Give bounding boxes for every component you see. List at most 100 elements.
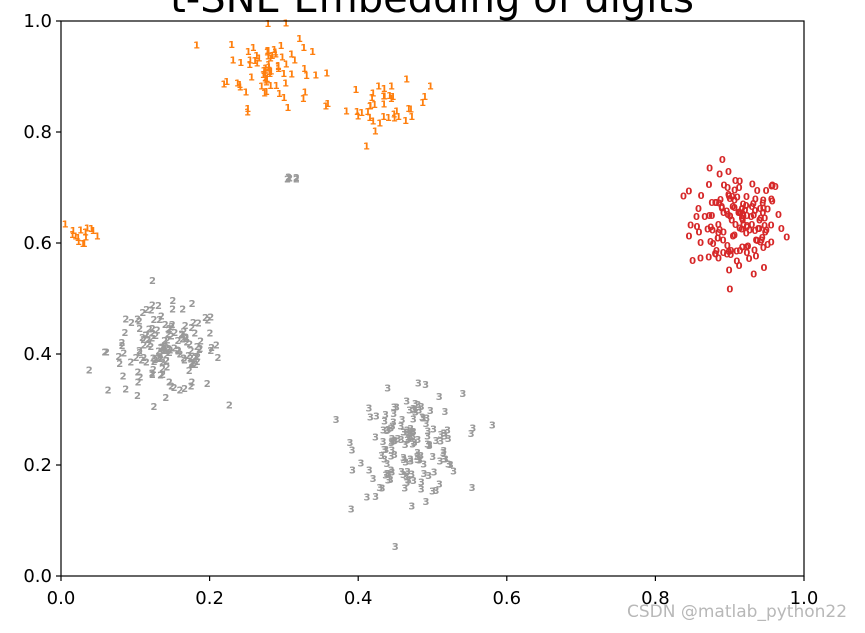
- digit-point-2: 2: [159, 357, 166, 368]
- digit-point-0: 0: [687, 220, 694, 231]
- digit-point-1: 1: [354, 107, 361, 118]
- digit-point-2: 2: [137, 372, 144, 383]
- digit-point-2: 2: [159, 364, 166, 375]
- digit-point-2: 2: [136, 316, 143, 327]
- digit-point-2: 2: [116, 359, 123, 370]
- digit-point-1: 1: [278, 41, 285, 52]
- digit-point-1: 1: [280, 93, 287, 104]
- digit-point-0: 0: [760, 196, 767, 207]
- digit-point-3: 3: [420, 413, 427, 424]
- digit-point-0: 0: [753, 252, 760, 263]
- digit-point-3: 3: [412, 399, 419, 410]
- digit-point-1: 1: [385, 113, 392, 124]
- digit-point-1: 1: [273, 81, 280, 92]
- digit-point-0: 0: [705, 252, 712, 263]
- digit-point-0: 0: [729, 231, 736, 242]
- digit-point-3: 3: [410, 427, 417, 438]
- digit-point-3: 3: [381, 445, 388, 456]
- digit-point-1: 1: [390, 110, 397, 121]
- digit-point-3: 3: [414, 455, 421, 466]
- digit-point-3: 3: [414, 435, 421, 446]
- digit-point-3: 3: [468, 429, 475, 440]
- digit-point-3: 3: [418, 478, 425, 489]
- digit-point-1: 1: [264, 47, 271, 58]
- digit-point-1: 1: [275, 62, 282, 73]
- digit-point-1: 1: [77, 226, 84, 237]
- digit-point-3: 3: [400, 428, 407, 439]
- digit-point-0: 0: [764, 205, 771, 216]
- digit-point-3: 3: [400, 470, 407, 481]
- digit-point-2: 2: [152, 331, 159, 342]
- digit-point-3: 3: [414, 400, 421, 411]
- y-tick-label: 1.0: [23, 11, 52, 32]
- digit-point-3: 3: [349, 446, 356, 457]
- digit-point-0: 0: [743, 201, 750, 212]
- digit-point-0: 0: [736, 224, 743, 235]
- digit-point-2: 2: [162, 393, 169, 404]
- digit-point-2: 2: [151, 357, 158, 368]
- digit-point-3: 3: [436, 480, 443, 491]
- digit-point-2: 2: [284, 174, 291, 185]
- digit-point-2: 2: [119, 341, 126, 352]
- digit-point-1: 1: [272, 49, 279, 60]
- digit-point-1: 1: [94, 231, 101, 242]
- digit-point-3: 3: [469, 423, 476, 434]
- digit-point-2: 2: [169, 304, 176, 315]
- digit-point-2: 2: [188, 382, 195, 393]
- digit-point-2: 2: [142, 331, 149, 342]
- digit-point-1: 1: [375, 82, 382, 93]
- digit-point-1: 1: [381, 92, 388, 103]
- digit-point-3: 3: [367, 413, 374, 424]
- digit-point-2: 2: [185, 351, 192, 362]
- digit-point-2: 2: [146, 324, 153, 335]
- digit-point-2: 2: [140, 353, 147, 364]
- digit-point-0: 0: [710, 239, 717, 250]
- digit-point-2: 2: [169, 296, 176, 307]
- digit-point-3: 3: [390, 418, 397, 429]
- digit-point-1: 1: [220, 79, 227, 90]
- digit-point-0: 0: [763, 186, 770, 197]
- digit-point-1: 1: [275, 64, 282, 75]
- digit-point-0: 0: [741, 206, 748, 217]
- digit-point-0: 0: [724, 210, 731, 221]
- y-tick-label: 0.0: [23, 566, 52, 587]
- digit-point-0: 0: [739, 216, 746, 227]
- digit-point-2: 2: [195, 319, 202, 330]
- digit-point-1: 1: [369, 116, 376, 127]
- digit-point-0: 0: [698, 191, 705, 202]
- digit-point-3: 3: [408, 501, 415, 512]
- digit-point-2: 2: [118, 338, 125, 349]
- digit-point-3: 3: [426, 440, 433, 451]
- digit-point-3: 3: [364, 493, 371, 504]
- digit-point-3: 3: [388, 445, 395, 456]
- digit-point-1: 1: [283, 59, 290, 70]
- digit-point-0: 0: [724, 183, 731, 194]
- digit-point-1: 1: [266, 69, 273, 80]
- digit-point-3: 3: [398, 435, 405, 446]
- digit-point-3: 3: [388, 452, 395, 463]
- digit-point-0: 0: [744, 221, 751, 232]
- digit-point-0: 0: [714, 233, 721, 244]
- digit-point-1: 1: [268, 51, 275, 62]
- digit-point-0: 0: [716, 225, 723, 236]
- digit-point-3: 3: [388, 436, 395, 447]
- digit-point-3: 3: [437, 436, 444, 447]
- digit-point-2: 2: [115, 352, 122, 363]
- digit-point-1: 1: [265, 51, 272, 62]
- digit-point-1: 1: [253, 51, 260, 62]
- digit-point-1: 1: [267, 67, 274, 78]
- digit-point-0: 0: [736, 261, 743, 272]
- digit-point-0: 0: [759, 199, 766, 210]
- digit-point-2: 2: [162, 320, 169, 331]
- digit-point-2: 2: [207, 346, 214, 357]
- digit-point-0: 0: [716, 169, 723, 180]
- digit-point-1: 1: [393, 106, 400, 117]
- digit-point-2: 2: [189, 299, 196, 310]
- digit-point-0: 0: [713, 246, 720, 257]
- digit-point-2: 2: [149, 368, 156, 379]
- digit-point-0: 0: [761, 214, 768, 225]
- digit-point-2: 2: [190, 318, 197, 329]
- digit-point-2: 2: [171, 383, 178, 394]
- digit-point-3: 3: [411, 438, 418, 449]
- digit-point-0: 0: [757, 214, 764, 225]
